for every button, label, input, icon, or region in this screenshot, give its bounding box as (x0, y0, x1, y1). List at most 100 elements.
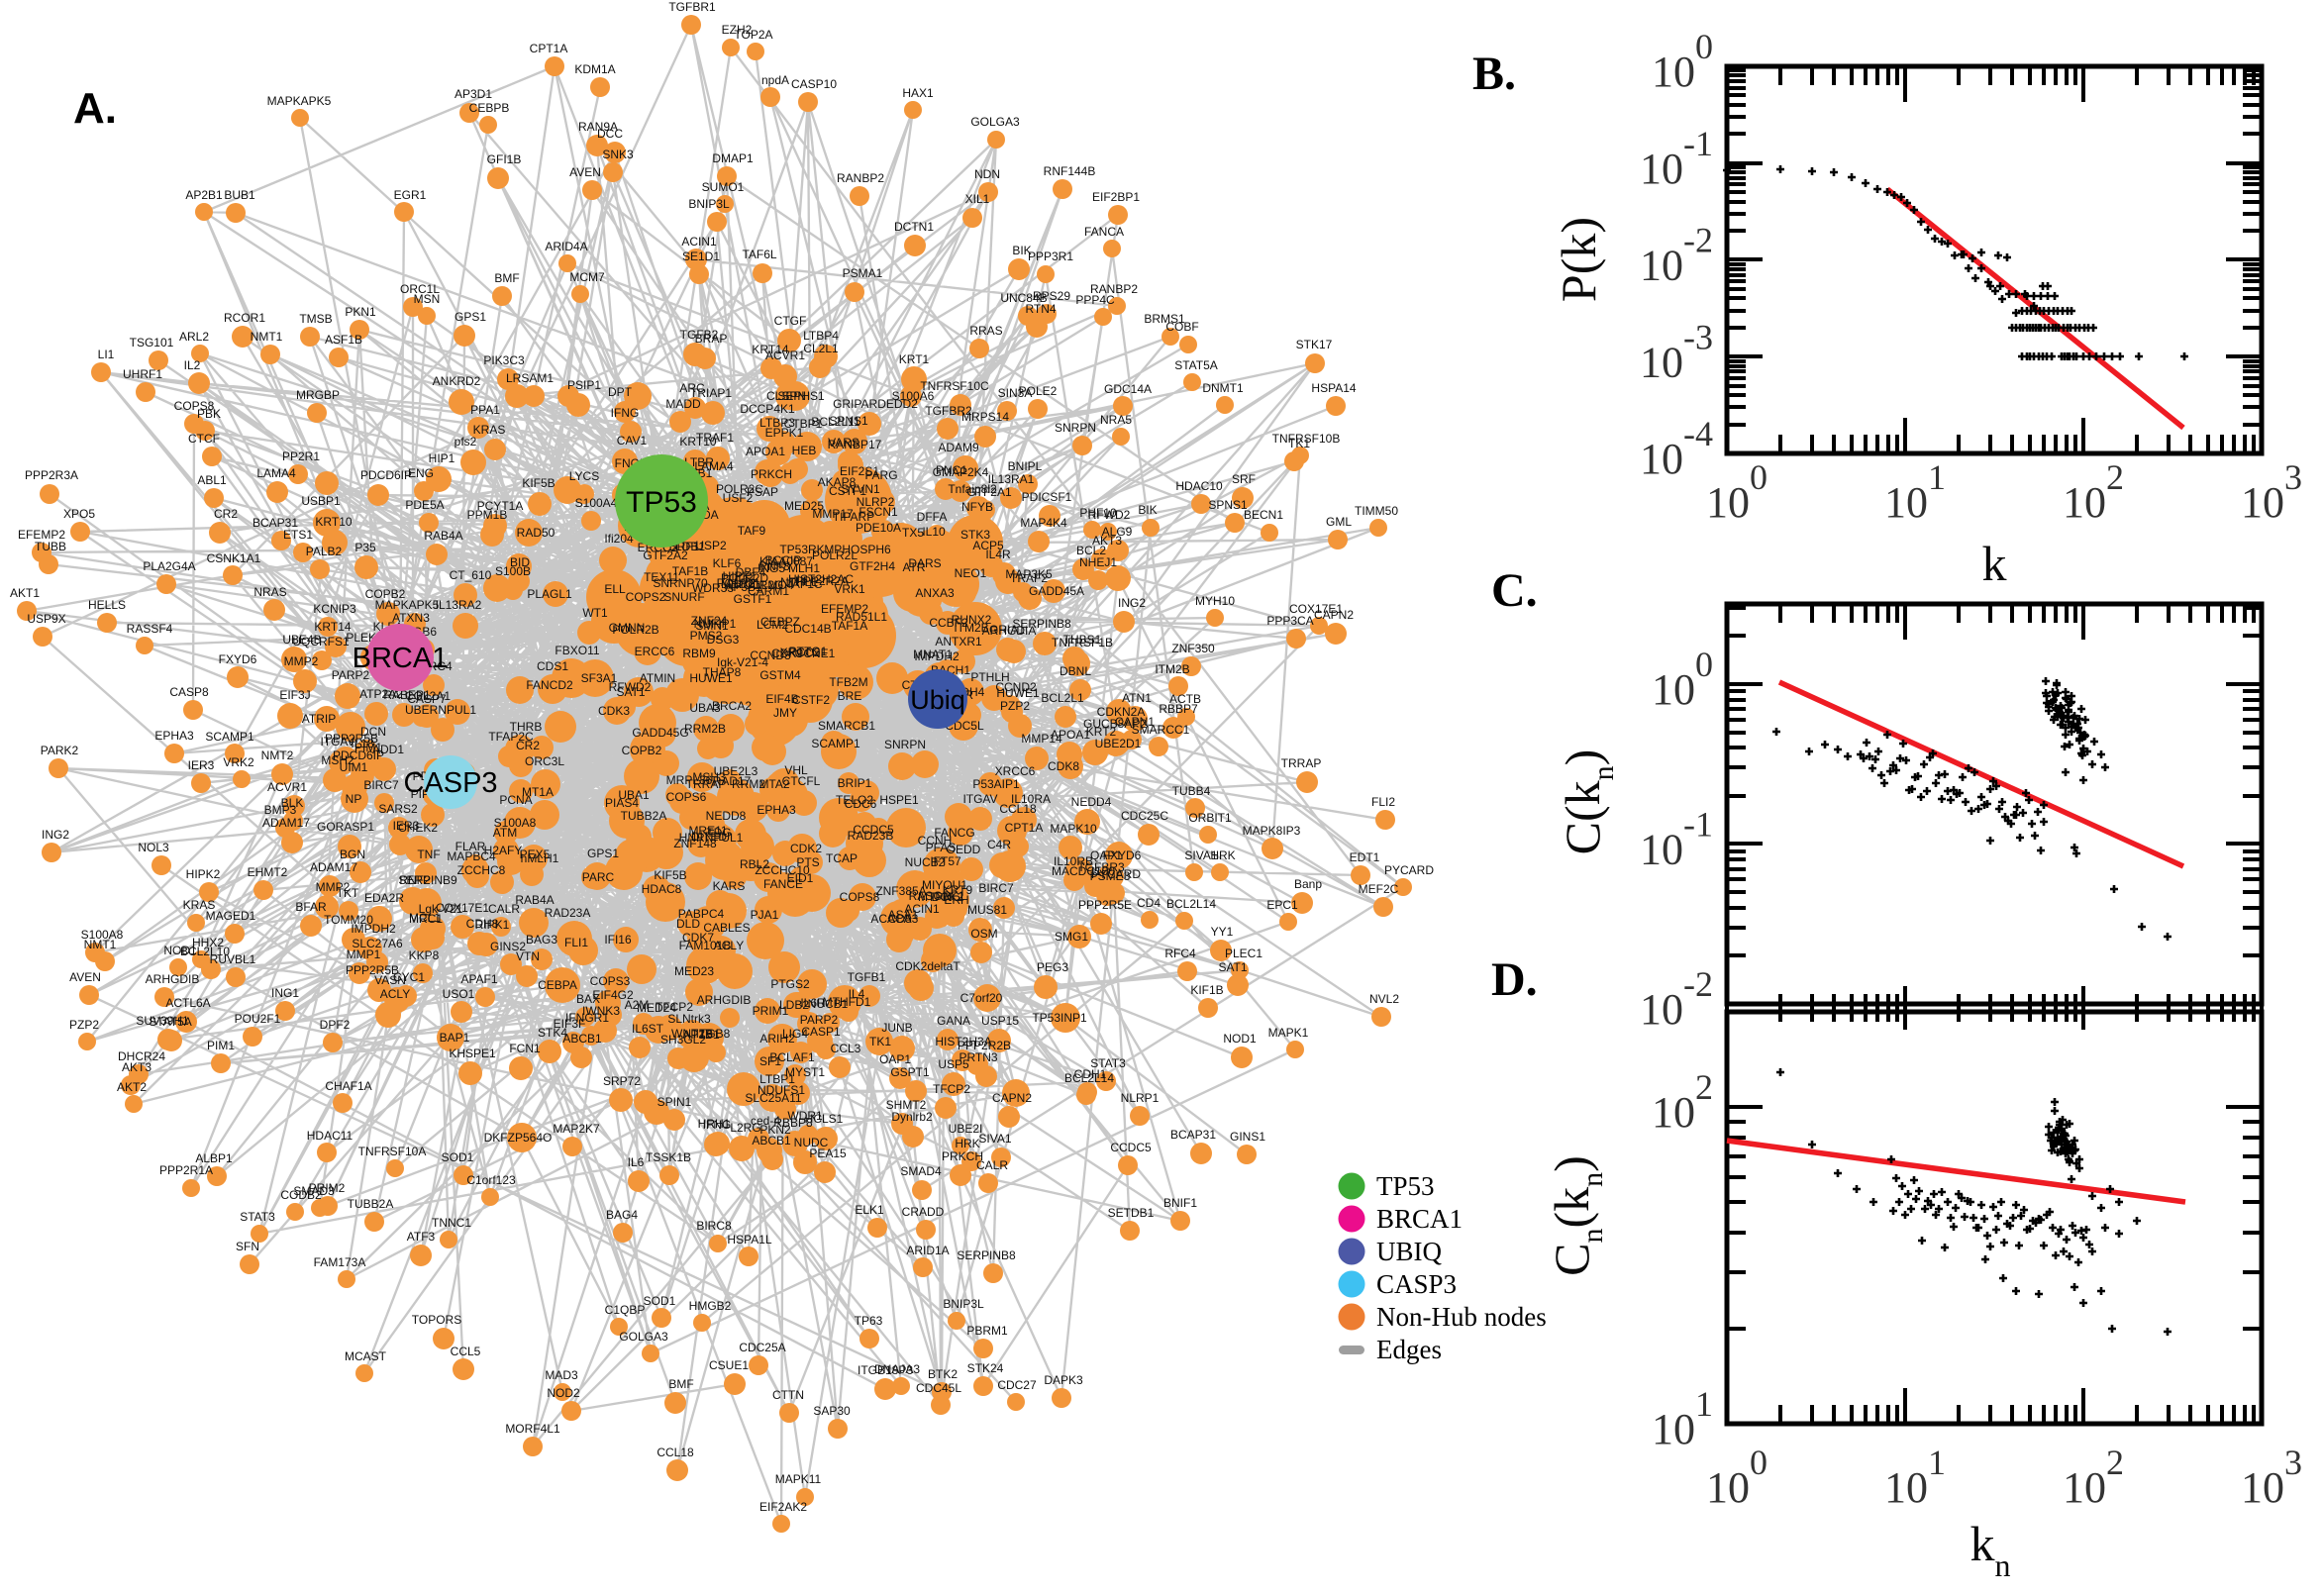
svg-text:MORF4L1: MORF4L1 (505, 1422, 560, 1436)
svg-text:ACLY: ACLY (714, 939, 744, 952)
svg-text:AP3B1: AP3B1 (725, 580, 762, 594)
svg-text:PLEC1: PLEC1 (1225, 947, 1262, 960)
svg-text:EGR1: EGR1 (394, 188, 427, 202)
svg-text:PPP2R5B: PPP2R5B (346, 963, 399, 977)
svg-text:POLE2: POLE2 (1019, 384, 1058, 398)
svg-text:TGFBR1: TGFBR1 (668, 0, 716, 14)
svg-text:BIRC8: BIRC8 (696, 1219, 732, 1233)
svg-text:TUBB2A: TUBB2A (621, 809, 667, 823)
svg-text:KRT1: KRT1 (899, 352, 930, 366)
svg-text:CAPN1: CAPN1 (1115, 715, 1155, 729)
svg-text:ATXN3: ATXN3 (392, 611, 430, 625)
svg-text:NOD2: NOD2 (547, 1386, 580, 1400)
svg-text:HHX2: HHX2 (192, 936, 224, 949)
svg-text:ATRIP: ATRIP (302, 712, 336, 726)
svg-text:CPT1A: CPT1A (1005, 821, 1044, 835)
svg-text:BAP1: BAP1 (440, 1031, 470, 1045)
svg-text:TAF1A: TAF1A (832, 619, 867, 633)
svg-text:CPT1A: CPT1A (530, 42, 568, 55)
svg-text:TIPARP: TIPARP (833, 510, 874, 524)
svg-text:FLAR: FLAR (455, 840, 486, 853)
svg-text:MRE11: MRE11 (688, 824, 727, 838)
svg-text:BRCA1: BRCA1 (1376, 1204, 1463, 1234)
svg-text:KIAA0087: KIAA0087 (759, 554, 813, 568)
svg-text:AP1B1: AP1B1 (682, 1028, 720, 1042)
svg-text:TGFBR3: TGFBR3 (1077, 860, 1125, 874)
svg-text:VTN: VTN (516, 949, 540, 963)
svg-text:ING2: ING2 (1118, 596, 1146, 610)
svg-text:SLC25A11: SLC25A11 (745, 1091, 801, 1105)
svg-text:SHMT2: SHMT2 (886, 1098, 927, 1112)
svg-text:CALR: CALR (488, 902, 520, 916)
svg-text:IL6ST: IL6ST (632, 1022, 664, 1036)
svg-text:IFNGR1: IFNGR1 (565, 1011, 609, 1025)
svg-text:MADD: MADD (665, 397, 701, 411)
svg-text:UBA1: UBA1 (618, 788, 650, 802)
svg-text:Igk-V21-4: Igk-V21-4 (717, 655, 768, 669)
svg-text:MAP3K5: MAP3K5 (1005, 567, 1053, 581)
svg-text:ITGAV: ITGAV (962, 792, 997, 806)
svg-text:IL18: IL18 (351, 737, 374, 750)
svg-text:BAX: BAX (576, 992, 600, 1006)
svg-text:PIAS4: PIAS4 (605, 796, 639, 810)
svg-text:CDC25C: CDC25C (1121, 809, 1168, 823)
svg-text:PARG: PARG (864, 468, 897, 482)
svg-text:SMN1: SMN1 (695, 619, 729, 633)
svg-text:TK1: TK1 (1288, 437, 1310, 450)
svg-text:BNIP3L: BNIP3L (688, 197, 730, 211)
svg-text:CCL3: CCL3 (831, 1042, 861, 1055)
svg-text:TP63: TP63 (855, 1314, 883, 1328)
svg-text:S100A8: S100A8 (494, 816, 537, 830)
svg-text:POLR2D: POLR2D (721, 571, 768, 585)
svg-text:ANXA3: ANXA3 (915, 586, 955, 600)
svg-text:CCDC5: CCDC5 (853, 823, 894, 837)
svg-text:SLNtrk3: SLNtrk3 (667, 1012, 711, 1026)
svg-text:MED24: MED24 (637, 1001, 676, 1015)
svg-text:C4R: C4R (987, 838, 1011, 851)
svg-text:BUB1: BUB1 (224, 188, 255, 202)
svg-text:PPP2R5B: PPP2R5B (325, 732, 378, 746)
svg-text:GINS2: GINS2 (490, 940, 526, 953)
svg-text:USF2: USF2 (723, 491, 754, 505)
svg-text:RABEP1: RABEP1 (383, 688, 431, 702)
svg-text:PARC: PARC (582, 870, 615, 884)
svg-text:GRIPARDEDD2: GRIPARDEDD2 (833, 397, 918, 411)
svg-text:CR2: CR2 (516, 739, 540, 752)
svg-text:MT1A: MT1A (522, 785, 554, 799)
svg-text:BRE: BRE (838, 689, 862, 703)
svg-text:TRAF2: TRAF2 (1010, 571, 1048, 585)
svg-text:SOD1: SOD1 (442, 1150, 474, 1164)
svg-text:AKT3: AKT3 (122, 1060, 152, 1074)
svg-text:ATN1: ATN1 (1122, 691, 1152, 705)
svg-text:KRT9: KRT9 (943, 883, 973, 897)
svg-text:DOK2: DOK2 (932, 890, 964, 904)
svg-text:LYCS: LYCS (569, 469, 599, 483)
svg-text:ORC3L: ORC3L (525, 754, 564, 768)
svg-text:PSME3: PSME3 (1090, 869, 1131, 883)
svg-text:MSH3: MSH3 (692, 770, 726, 784)
svg-text:TNFRSF10C: TNFRSF10C (920, 379, 989, 393)
svg-text:NFYB: NFYB (961, 500, 993, 514)
svg-text:ADAM17: ADAM17 (310, 860, 357, 874)
svg-text:MTHFD1: MTHFD1 (823, 995, 871, 1009)
svg-text:POLR2B: POLR2B (612, 623, 658, 637)
svg-text:TAF6L: TAF6L (742, 248, 776, 261)
svg-text:PZP2: PZP2 (1000, 699, 1030, 713)
svg-text:NDN: NDN (974, 167, 1000, 181)
svg-text:AKT2: AKT2 (117, 1080, 147, 1094)
svg-text:HRK: HRK (1210, 848, 1235, 862)
svg-text:DCN: DCN (360, 725, 386, 739)
svg-text:CAPN2: CAPN2 (992, 1091, 1032, 1105)
svg-text:PYCARD: PYCARD (1384, 863, 1434, 877)
svg-text:SMARCC1: SMARCC1 (1132, 723, 1190, 737)
svg-text:ABCB1: ABCB1 (752, 1134, 791, 1147)
svg-text:CDK2deltaT: CDK2deltaT (895, 959, 960, 973)
svg-text:USO1: USO1 (443, 987, 475, 1001)
svg-text:IMPDH2: IMPDH2 (914, 649, 960, 663)
svg-text:PDICSF1: PDICSF1 (1022, 490, 1072, 504)
svg-text:PARP2: PARP2 (800, 1013, 839, 1027)
svg-text:TNFRSF10A: TNFRSF10A (358, 1145, 427, 1158)
svg-text:BLK: BLK (281, 796, 304, 810)
svg-text:ASA1: ASA1 (888, 908, 919, 922)
svg-text:CCL18: CCL18 (999, 802, 1037, 816)
